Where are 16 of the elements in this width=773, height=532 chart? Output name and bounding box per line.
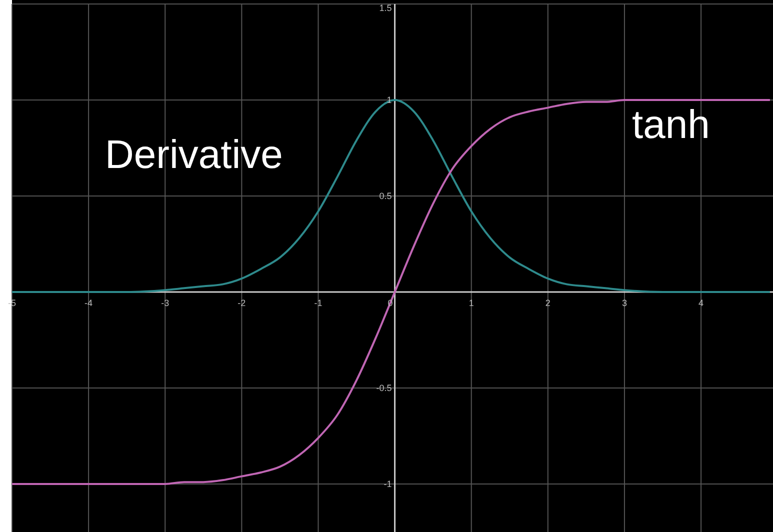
x-tick-label: 4 bbox=[698, 298, 704, 308]
y-tick-label: -0.5 bbox=[376, 383, 392, 393]
x-tick-label: -1 bbox=[314, 298, 322, 308]
x-tick-label: -2 bbox=[238, 298, 246, 308]
x-tick-label: -4 bbox=[84, 298, 93, 308]
x-tick-label: 3 bbox=[622, 298, 627, 308]
x-tick-label: 2 bbox=[545, 298, 550, 308]
x-tick-label: 0 bbox=[388, 298, 393, 308]
series-label: tanh bbox=[632, 103, 710, 148]
x-tick-label: -3 bbox=[161, 298, 170, 308]
x-tick-label: 1 bbox=[468, 298, 474, 308]
y-tick-label: 1.5 bbox=[379, 3, 392, 13]
series-label: Derivative bbox=[105, 133, 283, 178]
x-tick-label: -5 bbox=[8, 298, 16, 308]
y-tick-label: 0.5 bbox=[379, 191, 392, 201]
y-tick-label: -1 bbox=[384, 479, 392, 489]
